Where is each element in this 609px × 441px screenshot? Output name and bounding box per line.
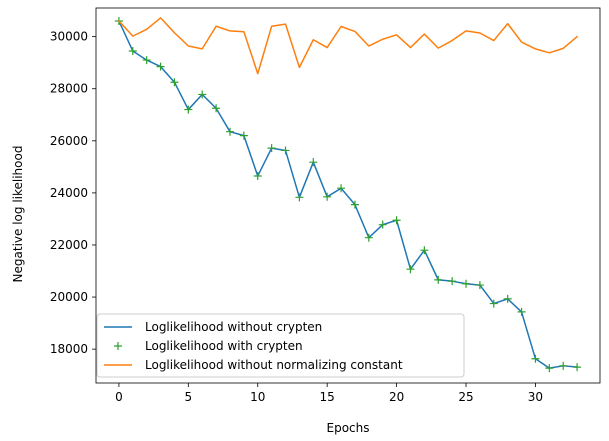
plus-marker [212,104,221,113]
plus-marker [198,90,207,99]
plus-marker [573,363,582,372]
plus-marker [545,364,554,373]
y-tick-label: 30000 [50,30,88,44]
legend: Loglikelihood without crypten Loglikeliho… [96,313,465,378]
plus-marker [156,62,165,71]
x-axis-label: Epochs [327,421,370,435]
x-tick-label: 0 [115,390,123,404]
y-tick-label: 26000 [50,134,88,148]
series-line-0 [117,20,578,369]
axes: 0 5 10 15 20 25 30 18000 20000 22000 24000 26000 280… [50,7,601,404]
plot-frame [95,7,601,384]
y-axis-label: Negative log likelihood [11,146,25,283]
plus-marker [170,78,179,87]
x-tick-label: 20 [389,390,404,404]
x-tick-label: 15 [320,390,335,404]
x-tick-label: 10 [250,390,265,404]
plus-marker [309,158,318,167]
legend-handle-marker [114,342,122,350]
plot-area [114,17,582,373]
plus-marker [448,277,457,286]
plus-marker [489,299,498,308]
legend-entry-label: Loglikelihood without crypten [145,320,322,334]
y-tick-label: 24000 [50,186,88,200]
plus-marker [253,171,262,180]
plus-marker [434,275,443,284]
plus-marker [281,146,290,155]
plus-marker [350,200,359,209]
plus-marker [142,56,151,65]
plus-marker [406,265,415,274]
legend-entry-label: Loglikelihood without normalizing consta… [145,358,403,372]
plus-marker [531,354,540,363]
plus-marker [378,220,387,229]
x-tick-label: 30 [528,390,543,404]
y-tick-label: 18000 [50,342,88,356]
plus-marker [225,127,234,136]
x-tick-label: 5 [185,390,193,404]
plus-marker [239,131,248,140]
y-tick-label: 22000 [50,238,88,252]
plus-marker [267,144,276,153]
plus-marker [184,105,193,114]
plus-marker [420,246,429,255]
plus-marker [559,361,568,370]
plus-marker [517,307,526,316]
x-tick-label: 25 [458,390,473,404]
series-markers-1 [114,17,582,373]
plus-marker [323,192,332,201]
y-tick-label: 28000 [50,82,88,96]
plus-marker [392,216,401,225]
plus-marker [462,279,471,288]
plus-marker [503,294,512,303]
plus-marker [128,46,137,55]
legend-entry-label: Loglikelihood with crypten [145,339,303,353]
plus-marker [337,184,346,193]
plus-marker [295,193,304,202]
series-line-2 [117,17,579,75]
plus-marker [364,233,373,242]
y-tick-label: 20000 [50,290,88,304]
plus-marker [475,281,484,290]
legend-box [96,313,465,378]
